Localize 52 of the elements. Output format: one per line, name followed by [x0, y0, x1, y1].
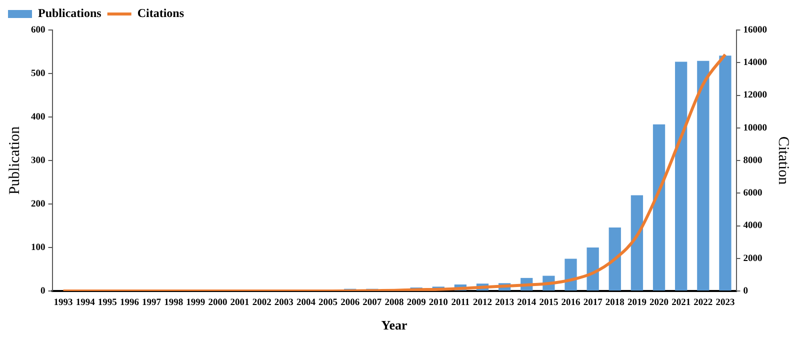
y2-tick-label: 2000	[743, 254, 762, 264]
y2-tick-label: 0	[743, 286, 748, 296]
x-tick-label: 2017	[583, 298, 603, 308]
x-tick-label: 2015	[539, 298, 558, 308]
x-tick-label: 1996	[120, 298, 140, 308]
x-tick-label: 2021	[672, 298, 691, 308]
x-tick-label: 1994	[76, 298, 96, 308]
y-tick-label: 200	[31, 199, 46, 210]
x-tick-label: 1999	[186, 298, 206, 308]
x-tick-label: 2016	[561, 298, 581, 308]
y2-tick-label: 14000	[743, 58, 768, 68]
x-tick-label: 2002	[252, 298, 272, 308]
x-tick-label: 2023	[716, 298, 735, 308]
x-tick-label: 2019	[627, 298, 647, 308]
x-tick-label: 1997	[142, 298, 162, 308]
x-tick-label: 2020	[650, 298, 669, 308]
x-tick-label: 1995	[98, 298, 118, 308]
x-tick-label: 2022	[694, 298, 713, 308]
x-tick-label: 2012	[473, 298, 492, 308]
y-axis-title: Publication	[6, 126, 23, 195]
y-tick-label: 500	[31, 68, 46, 79]
y2-tick-label: 8000	[743, 156, 762, 166]
x-tick-label: 2014	[517, 298, 536, 308]
y-tick-label: 0	[40, 286, 46, 296]
x-tick-label: 2009	[406, 298, 426, 308]
x-tick-label: 2018	[605, 298, 625, 308]
x-axis-title: Year	[381, 318, 408, 333]
x-tick-label: 2011	[451, 298, 470, 308]
x-tick-label: 1993	[54, 298, 74, 308]
x-tick-label: 2010	[428, 298, 448, 308]
y2-tick-label: 12000	[743, 90, 768, 101]
y-tick-label: 600	[31, 25, 46, 36]
x-tick-label: 2013	[495, 298, 514, 308]
x-tick-label: 1998	[164, 298, 184, 308]
x-tick-label: 2006	[340, 298, 360, 308]
x-tick-label: 2005	[318, 298, 338, 308]
legend-label: Citations	[137, 6, 184, 20]
x-tick-label: 2008	[384, 298, 404, 308]
y2-tick-label: 4000	[743, 221, 762, 232]
y-tick-label: 400	[31, 112, 46, 122]
x-tick-label: 2003	[274, 298, 294, 308]
x-tick-label: 2000	[208, 298, 228, 308]
y2-axis-title: Citation	[775, 136, 792, 186]
x-tick-label: 2004	[296, 298, 316, 308]
y2-tick-label: 10000	[743, 123, 768, 134]
x-tick-label: 2001	[230, 298, 250, 308]
x-tick-label: 2007	[362, 298, 382, 308]
y2-tick-label: 16000	[743, 25, 768, 36]
y-tick-label: 300	[31, 156, 46, 166]
legend-label: Publications	[38, 6, 102, 20]
y-tick-label: 100	[31, 242, 46, 253]
y2-tick-label: 6000	[743, 188, 762, 199]
